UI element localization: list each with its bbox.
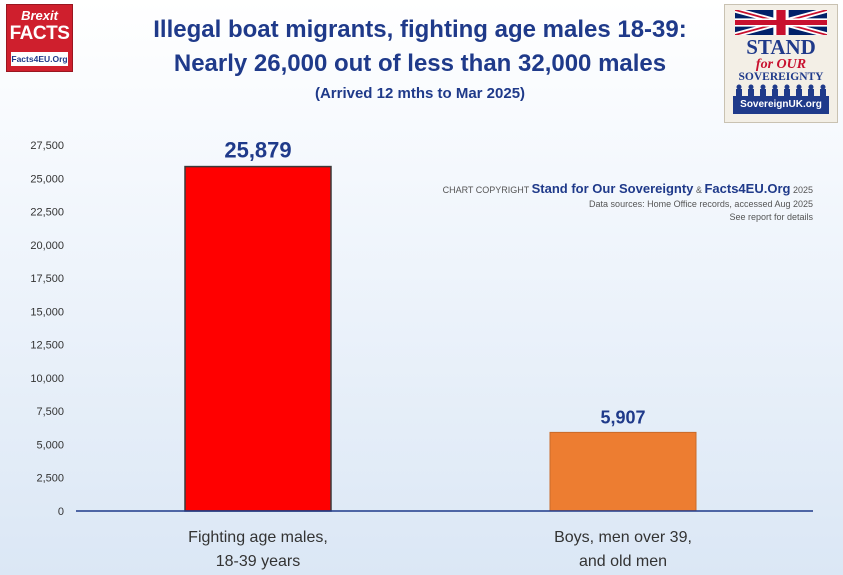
brexit-facts-logo-url: Facts4EU.Org: [11, 52, 68, 66]
stand-logo-line3: SOVEREIGNTY: [738, 71, 824, 83]
brexit-facts-logo-line1: Brexit: [21, 8, 58, 23]
stand-logo-url: SovereignUK.org: [733, 96, 829, 114]
x-category-label: 18-39 years: [216, 553, 301, 570]
bar-value-label: 5,907: [600, 407, 645, 427]
brexit-facts-logo-line2: FACTS: [9, 23, 70, 44]
union-flag-icon: [735, 10, 827, 35]
copyright-year: 2025: [792, 185, 813, 195]
y-tick-label: 7,500: [36, 406, 64, 418]
crowd-silhouette-icon: [736, 84, 826, 96]
copyright-amp: &: [695, 185, 702, 195]
y-tick-label: 27,500: [30, 140, 64, 152]
bar-value-label: 25,879: [224, 138, 291, 163]
y-tick-label: 2,500: [36, 473, 64, 485]
stand-logo-line1: STAND: [746, 35, 816, 59]
y-tick-label: 10,000: [30, 373, 64, 385]
report-note: See report for details: [729, 212, 813, 222]
y-tick-label: 5,000: [36, 439, 64, 451]
y-tick-label: 15,000: [30, 306, 64, 318]
copyright-prefix: CHART COPYRIGHT: [442, 185, 530, 195]
data-source-note: Data sources: Home Office records, acces…: [589, 199, 813, 209]
chart-title-line2: Nearly 26,000 out of less than 32,000 ma…: [173, 50, 667, 77]
y-tick-label: 0: [58, 506, 64, 518]
chart-subtitle: (Arrived 12 mths to Mar 2025): [314, 85, 526, 102]
x-category-label: and old men: [579, 553, 667, 570]
chart-title-line1: Illegal boat migrants, fighting age male…: [153, 16, 687, 43]
bar-chart: 0 2,500 5,000 7,500 10,000 12,500 15,000 17,500…: [30, 138, 813, 570]
brexit-facts-logo: Brexit FACTS Facts4EU.Org: [6, 4, 73, 72]
y-tick-label: 20,000: [30, 240, 64, 252]
copyright-brand2: Facts4EU.Org: [704, 181, 791, 196]
x-category-label: Boys, men over 39,: [554, 529, 692, 546]
y-tick-label: 12,500: [30, 340, 64, 352]
y-tick-label: 22,500: [30, 207, 64, 219]
stand-sovereignty-logo: STAND for OUR SOVEREIGNTY SovereignUK.or…: [724, 4, 838, 123]
chart-copyright: CHART COPYRIGHT Stand for Our Sovereignt…: [443, 181, 813, 196]
stand-logo-line2: for OUR: [755, 57, 807, 72]
bar: [549, 431, 697, 512]
y-tick-label: 17,500: [30, 273, 64, 285]
copyright-brand1: Stand for Our Sovereignty: [531, 181, 694, 196]
y-tick-label: 25,000: [30, 173, 64, 185]
x-category-label: Fighting age males,: [188, 529, 328, 546]
bar: [184, 165, 332, 512]
